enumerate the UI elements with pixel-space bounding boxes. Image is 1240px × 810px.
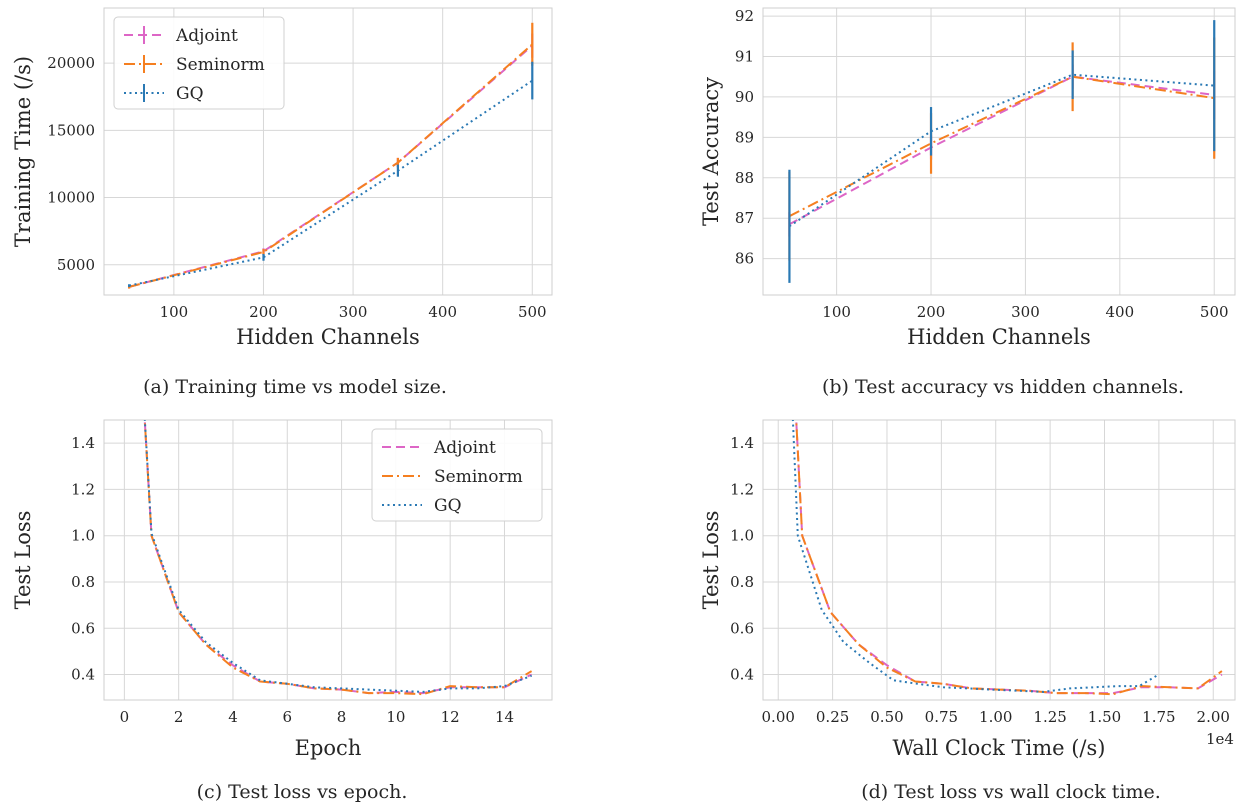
x-tick-label: 10 — [386, 708, 405, 726]
y-tick-label: 1.0 — [730, 527, 754, 545]
x-tick-label: 0 — [120, 708, 130, 726]
legend-box — [371, 428, 543, 522]
x-tick-label: 300 — [1011, 303, 1040, 321]
x-tick-label: 1.50 — [1088, 708, 1121, 726]
x-tick-label: 200 — [917, 303, 946, 321]
y-tick-label: 20000 — [47, 54, 95, 72]
y-tick-label: 15000 — [47, 121, 95, 139]
x-tick-label: 14 — [495, 708, 514, 726]
x-tick-label: 200 — [249, 303, 278, 321]
y-tick-label: 1.4 — [730, 434, 754, 452]
panel-caption: (d) Test loss vs wall clock time. — [861, 781, 1161, 803]
y-tick-label: 91 — [735, 48, 754, 66]
y-tick-label: 0.4 — [71, 666, 95, 684]
x-tick-label: 0.00 — [762, 708, 795, 726]
series-line-gq — [788, 73, 1215, 228]
panel-caption: (c) Test loss vs epoch. — [197, 781, 408, 803]
plot-area — [791, 420, 1223, 696]
plot-area — [143, 420, 533, 696]
panel-caption: (a) Training time vs model size. — [143, 376, 447, 398]
y-tick-label: 86 — [735, 250, 754, 268]
legend-box — [113, 16, 285, 110]
legend-label-gq: GQ — [176, 84, 204, 104]
x-axis-label: Wall Clock Time (/s) — [893, 736, 1106, 760]
y-tick-label: 0.6 — [730, 619, 754, 637]
plot-area — [127, 22, 534, 289]
legend-label-seminorm: Seminorm — [434, 467, 523, 487]
series-line-seminorm — [788, 75, 1215, 218]
y-tick-label: 92 — [735, 7, 754, 25]
y-tick-label: 90 — [735, 88, 754, 106]
y-tick-label: 0.8 — [71, 573, 95, 591]
y-tick-label: 0.8 — [730, 573, 754, 591]
y-tick-label: 87 — [735, 209, 754, 227]
plot-frame — [103, 419, 553, 701]
x-tick-label: 8 — [337, 708, 347, 726]
plot-frame — [762, 419, 1236, 701]
y-tick-label: 1.4 — [71, 434, 95, 452]
x-tick-label: 300 — [339, 303, 368, 321]
x-tick-label: 400 — [1106, 303, 1135, 321]
x-tick-label: 500 — [1200, 303, 1229, 321]
x-tick-label: 0.75 — [925, 708, 958, 726]
legend-label-adjoint: Adjoint — [175, 26, 238, 46]
x-tick-label: 1.75 — [1142, 708, 1175, 726]
x-tick-label: 0.25 — [816, 708, 849, 726]
y-axis-label: Test Loss — [11, 511, 35, 610]
y-axis-label: Test Loss — [699, 511, 723, 610]
series-line-seminorm — [795, 420, 1223, 696]
legend: Adjoint Seminorm GQ — [113, 16, 285, 110]
x-tick-label: 500 — [518, 303, 547, 321]
legend: Adjoint Seminorm GQ — [371, 428, 543, 522]
y-tick-label: 0.6 — [71, 619, 95, 637]
series-line-adjoint — [788, 75, 1215, 226]
y-tick-label: 89 — [735, 128, 754, 146]
panel-c-test-loss-epoch: 0 2 4 6 8 10 12 14 0.4 0.6 0.8 1.0 1.2 1.4 Epoch Test L… — [11, 419, 553, 803]
x-tick-label: 12 — [441, 708, 460, 726]
y-tick-label: 0.4 — [730, 666, 754, 684]
x-tick-label: 0.50 — [870, 708, 903, 726]
x-tick-label: 1.00 — [979, 708, 1012, 726]
x-axis-label: Hidden Channels — [907, 325, 1091, 349]
x-axis-label: Epoch — [295, 736, 362, 760]
x-tick-label: 1.25 — [1033, 708, 1066, 726]
x-tick-label: 400 — [428, 303, 457, 321]
x-tick-label: 100 — [160, 303, 189, 321]
y-tick-label: 1.0 — [71, 527, 95, 545]
panel-d-test-loss-wallclock: 0.00 0.25 0.50 0.75 1.00 1.25 1.50 1.75 2.00 0.4 0… — [699, 419, 1236, 803]
x-tick-label: 6 — [282, 708, 292, 726]
legend-label-gq: GQ — [434, 496, 462, 516]
series-line-gq — [791, 420, 1158, 693]
panel-b-test-accuracy: 100 200 300 400 500 86 87 88 89 90 91 92 Hidden Chan… — [699, 7, 1236, 398]
y-tick-label: 88 — [735, 169, 754, 187]
panel-caption: (b) Test accuracy vs hidden channels. — [822, 376, 1184, 398]
x-tick-label: 2 — [174, 708, 184, 726]
series-line-seminorm — [128, 43, 533, 288]
x-offset-label: 1e4 — [1206, 730, 1234, 748]
y-tick-label: 10000 — [47, 189, 95, 207]
panel-a-training-time: 100 200 300 400 500 5000 10000 15000 20000 Hidden… — [11, 7, 553, 398]
y-axis-label: Test Accuracy — [699, 77, 723, 226]
legend-label-adjoint: Adjoint — [433, 438, 496, 458]
series-line-seminorm — [143, 420, 533, 696]
y-tick-label: 1.2 — [71, 480, 95, 498]
x-tick-label: 2.00 — [1197, 708, 1230, 726]
plot-frame — [103, 7, 553, 296]
legend-label-seminorm: Seminorm — [176, 55, 265, 75]
x-axis-label: Hidden Channels — [236, 325, 420, 349]
y-tick-label: 1.2 — [730, 480, 754, 498]
x-tick-label: 100 — [822, 303, 851, 321]
y-axis-label: Training Time (/s) — [11, 56, 35, 247]
y-tick-label: 5000 — [57, 256, 95, 274]
plot-frame — [762, 7, 1236, 296]
plot-area — [788, 20, 1216, 283]
series-line-gq — [128, 79, 533, 287]
x-tick-label: 4 — [228, 708, 238, 726]
